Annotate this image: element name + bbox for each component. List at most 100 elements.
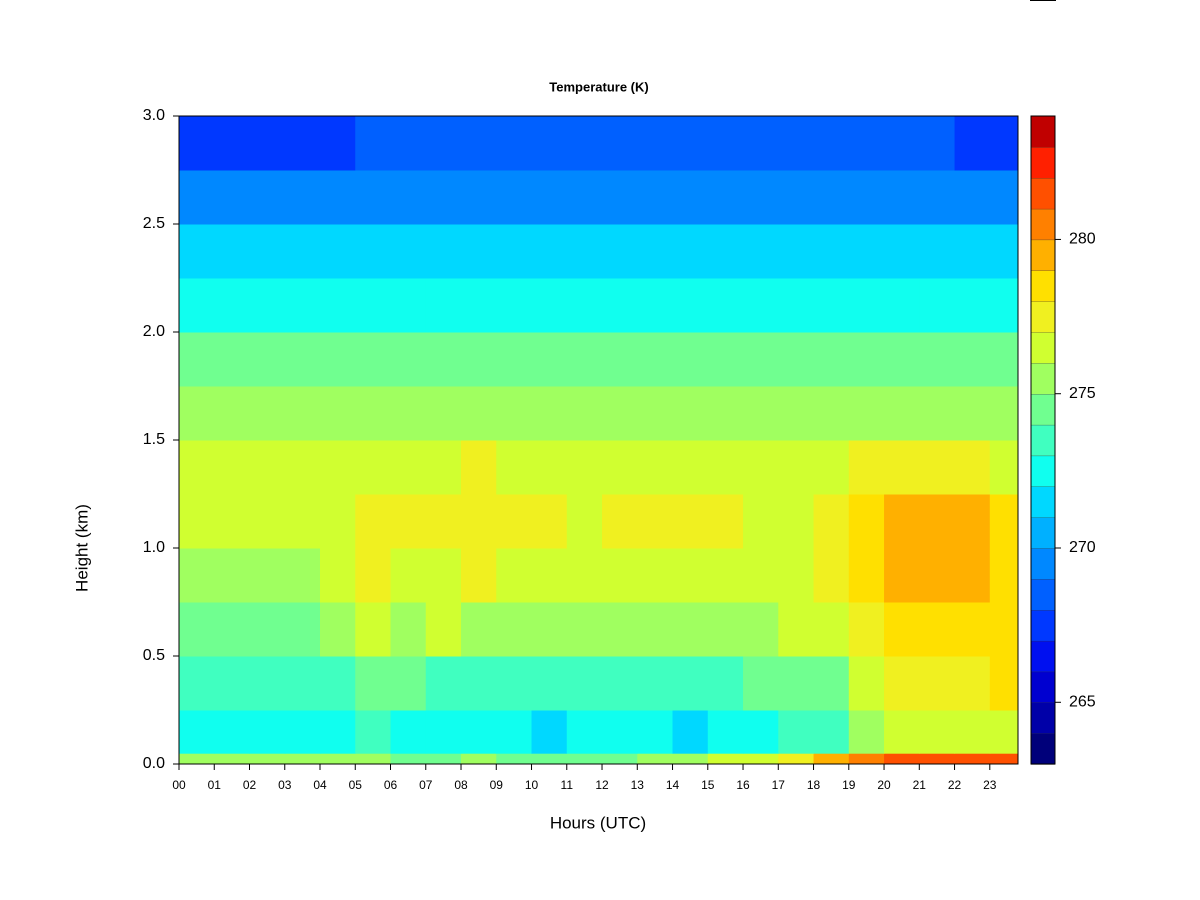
heat-cell xyxy=(778,656,815,711)
heat-cell xyxy=(637,656,674,711)
heat-cell xyxy=(602,710,638,754)
heat-cell xyxy=(496,170,533,225)
heat-cell xyxy=(743,170,779,225)
heat-cell xyxy=(425,710,462,754)
heat-cell xyxy=(743,440,779,495)
heat-cell xyxy=(355,332,392,387)
heat-cell xyxy=(884,386,920,441)
heat-cell xyxy=(707,710,744,754)
heat-cell xyxy=(179,753,215,765)
heat-cell xyxy=(602,494,638,549)
heat-cell xyxy=(743,753,779,765)
heat-cell xyxy=(778,494,815,549)
heat-cell xyxy=(813,656,850,711)
heat-cell xyxy=(884,224,920,279)
heat-cell xyxy=(989,386,1019,441)
heat-cell xyxy=(425,753,462,765)
heat-cell xyxy=(637,710,674,754)
heat-cell xyxy=(778,753,815,765)
heat-cell xyxy=(320,656,356,711)
heat-cell xyxy=(848,710,885,754)
heat-cell xyxy=(778,710,815,754)
heat-cell xyxy=(425,170,462,225)
heat-cell xyxy=(320,224,356,279)
heat-cell xyxy=(566,602,603,657)
heat-cell xyxy=(496,548,533,603)
heat-cell xyxy=(602,440,638,495)
heat-cell xyxy=(214,116,251,171)
heat-cell xyxy=(919,386,956,441)
heat-cell xyxy=(249,602,286,657)
heat-cell xyxy=(425,440,462,495)
heat-cell xyxy=(743,494,779,549)
heat-cell xyxy=(989,753,1019,765)
heat-cell xyxy=(284,753,321,765)
heat-cell xyxy=(637,224,674,279)
colorbar-band xyxy=(1030,578,1056,611)
heat-cell xyxy=(284,494,321,549)
colorbar-band xyxy=(1030,609,1056,642)
heat-cell xyxy=(743,116,779,171)
heat-cell xyxy=(919,332,956,387)
heat-cell xyxy=(355,602,392,657)
heat-cell xyxy=(637,332,674,387)
heat-cell xyxy=(848,656,885,711)
heat-cell xyxy=(954,224,991,279)
colorbar-band xyxy=(1030,702,1056,734)
heat-cell xyxy=(884,710,920,754)
heat-cell xyxy=(425,332,462,387)
heat-cell xyxy=(355,548,392,603)
x-tick-label: 14 xyxy=(666,778,680,792)
heat-cell xyxy=(320,170,356,225)
heat-cell xyxy=(284,170,321,225)
colorbar-tick-label: 275 xyxy=(1069,385,1096,402)
heat-cell xyxy=(813,602,850,657)
y-tick-label: 2.0 xyxy=(143,323,165,340)
heat-cell xyxy=(531,440,568,495)
heat-cell xyxy=(531,386,568,441)
heat-cell xyxy=(602,602,638,657)
heat-cell xyxy=(813,710,850,754)
heat-cell xyxy=(461,440,497,495)
heat-cell xyxy=(813,753,850,765)
heat-cell xyxy=(919,116,956,171)
heat-cell xyxy=(355,170,392,225)
heat-cell xyxy=(778,386,815,441)
x-tick-label: 16 xyxy=(736,778,750,792)
heat-cell xyxy=(743,224,779,279)
heat-cell xyxy=(637,548,674,603)
heat-cell xyxy=(989,332,1019,387)
heat-cell xyxy=(496,710,533,754)
heat-cell xyxy=(672,548,709,603)
heat-cell xyxy=(425,656,462,711)
heat-cell xyxy=(496,753,533,765)
heat-cell xyxy=(743,602,779,657)
x-tick-label: 09 xyxy=(490,778,504,792)
heat-cell xyxy=(496,494,533,549)
heat-cell xyxy=(566,116,603,171)
heat-cell xyxy=(919,440,956,495)
chart-title: Temperature (K) xyxy=(549,79,648,94)
heat-cell xyxy=(425,386,462,441)
colorbar-band xyxy=(1030,547,1056,580)
heat-cell xyxy=(637,278,674,333)
heat-cell xyxy=(848,170,885,225)
heat-cell xyxy=(848,116,885,171)
y-tick-label: 1.5 xyxy=(143,431,165,448)
heat-cell xyxy=(390,494,427,549)
heat-cell xyxy=(637,753,674,765)
x-tick-label: 23 xyxy=(983,778,997,792)
heat-cell xyxy=(566,386,603,441)
heat-cell xyxy=(249,440,286,495)
heat-cell xyxy=(214,656,251,711)
heat-cell xyxy=(778,602,815,657)
heat-cell xyxy=(320,440,356,495)
colorbar-band xyxy=(1030,270,1056,302)
heat-cell xyxy=(284,440,321,495)
heat-cell xyxy=(848,753,885,765)
heat-cell xyxy=(214,753,251,765)
x-tick-label: 07 xyxy=(419,778,433,792)
heat-cell xyxy=(179,602,215,657)
heat-cell xyxy=(602,656,638,711)
heat-cell xyxy=(707,602,744,657)
